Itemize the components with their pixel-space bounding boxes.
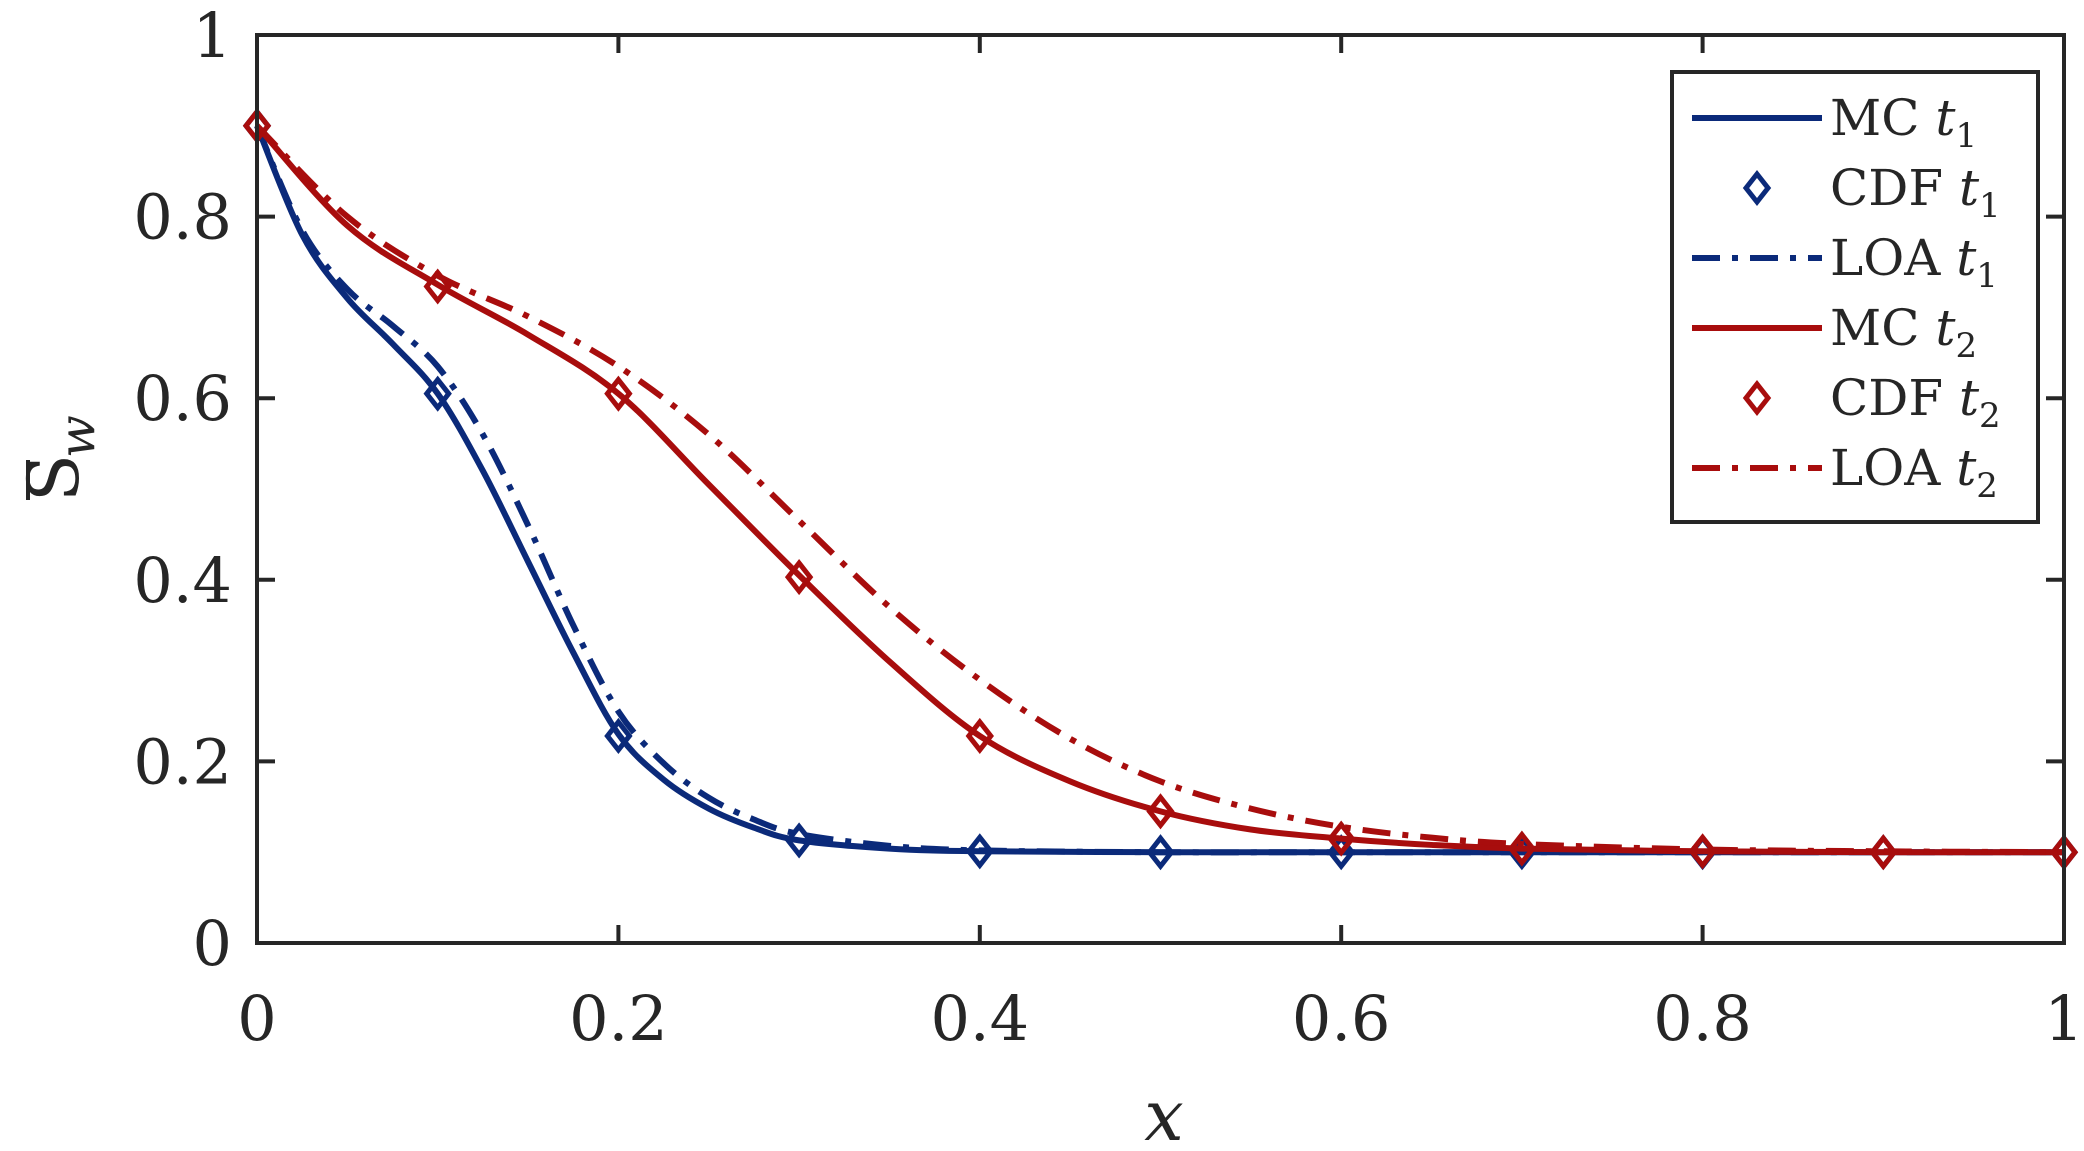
legend-item-mc-t2: MC t2 [1692,299,1977,366]
series-mc-t2 [254,123,2065,856]
y-tick-label-1: 1 [193,0,232,72]
legend-item-cdf-t2: CDF t2 [1742,369,2001,436]
y-axis-label-main: S [13,454,95,502]
legend-item-mc-t1: MC t1 [1692,89,1977,156]
y-tick-label-0.2: 0.2 [133,725,232,798]
marker-cdf-t2-3 [784,559,814,596]
marker-cdf-t2-7 [1507,830,1537,867]
x-axis-label: x [1144,1075,1183,1151]
legend-swatch-marker [1742,169,1772,207]
marker-cdf-t1-6 [1327,834,1356,871]
x-tick-label-0.4: 0.4 [930,982,1029,1055]
y-tick-label-0.8: 0.8 [133,181,232,254]
x-tick-label-1: 1 [2044,982,2083,1055]
legend-label: LOA t2 [1830,439,1998,506]
line-mc-t2 [254,123,2065,856]
legend-box [1670,70,2040,524]
y-tick-label-0.4: 0.4 [133,544,232,617]
marker-cdf-t1-2 [604,717,633,755]
marker-cdf-t1-5 [1146,834,1175,871]
legend-label: LOA t1 [1830,229,1998,296]
legend-label: MC t1 [1830,89,1977,156]
marker-cdf-t2-4 [965,717,994,755]
axes-layer: 0 0.2 0.4 0.6 0.8 1 0 0.2 0.4 0.6 0.8 1 [133,0,2083,1055]
y-axis-label-subscript: w [48,415,106,458]
marker-cdf-t1-1 [423,375,452,412]
x-tick-label-0.6: 0.6 [1292,982,1391,1055]
legend-item-cdf-t1: CDF t1 [1742,159,2001,226]
legend-label: MC t2 [1830,299,1977,366]
axes-frame [255,33,2066,945]
marker-cdf-t2-6 [1327,820,1356,857]
legend-item-loa-t2: LOA t2 [1692,439,1998,506]
line-loa-t2 [254,123,2065,856]
marker-cdf-t1-4 [965,833,994,870]
marker-cdf-t2-2 [604,375,633,412]
y-tick-label-0: 0 [193,907,232,980]
legend-label: CDF t1 [1830,159,2001,226]
series-layer [242,107,2079,871]
legend-swatch-marker [1742,379,1772,417]
marker-cdf-t2-5 [1146,793,1175,830]
x-tick-label-0.8: 0.8 [1653,982,1752,1055]
x-tick-label-0: 0 [237,982,276,1055]
y-tick-label-0.6: 0.6 [133,362,232,435]
legend-label: CDF t2 [1830,369,2001,436]
x-tick-label-0.2: 0.2 [569,982,668,1055]
y-axis-label: S w [13,415,106,502]
legend-item-loa-t1: LOA t1 [1692,229,1998,296]
series-loa-t2 [254,123,2065,856]
marker-cdf-t2-9 [1869,834,1898,871]
